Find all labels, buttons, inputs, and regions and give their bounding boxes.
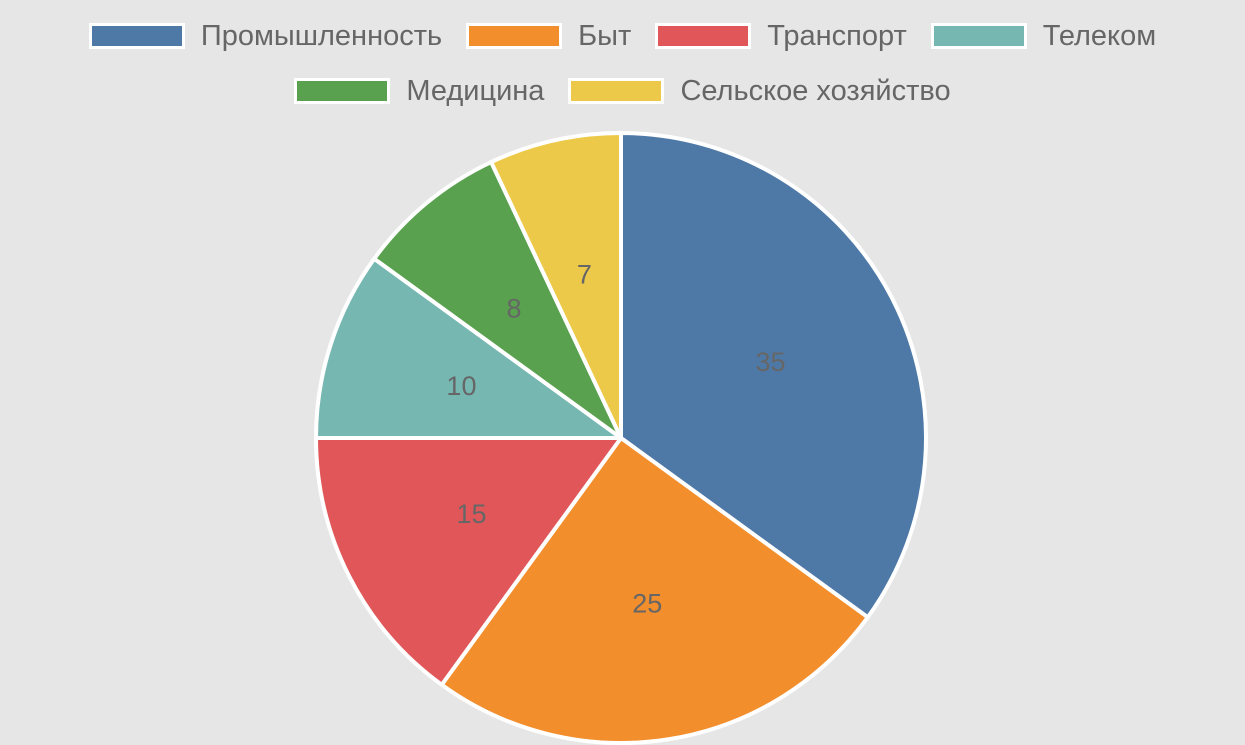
pie-slice-telecom[interactable] [314,256,623,440]
legend: Промышленность Быт Транспорт Телеком Мед… [0,14,1245,124]
legend-label-industry: Промышленность [200,19,443,52]
pie-data-label-medicine: 8 [507,294,522,324]
legend-swatch-household [466,23,563,49]
pie-slice-medicine[interactable] [372,160,623,440]
legend-item-medicine[interactable]: Медицина [294,75,544,108]
pie-data-label-agriculture: 7 [577,259,592,289]
pie-data-label-household: 25 [632,589,662,619]
pie-slice-industry[interactable] [619,131,928,620]
legend-item-household[interactable]: Быт [466,20,631,53]
legend-label-household: Быт [578,19,632,52]
legend-swatch-agriculture [568,78,665,104]
pie-data-label-telecom: 10 [446,371,476,401]
pie-slice-agriculture[interactable] [489,131,623,440]
legend-row-2: Медицина Сельское хозяйство [0,69,1245,113]
pie-data-label-industry: 35 [755,347,785,377]
legend-item-agriculture[interactable]: Сельское хозяйство [568,74,951,108]
legend-label-transport: Транспорт [767,19,907,52]
pie-data-label-transport: 15 [457,499,487,529]
legend-swatch-transport [655,23,752,49]
legend-label-telecom: Телеком [1042,19,1157,52]
pie-slice-transport[interactable] [314,436,623,687]
legend-row-1: Промышленность Быт Транспорт Телеком [0,14,1245,58]
legend-item-industry[interactable]: Промышленность [88,19,443,53]
legend-label-medicine: Медицина [406,74,545,107]
legend-item-transport[interactable]: Транспорт [655,19,907,53]
legend-swatch-medicine [294,78,391,104]
legend-swatch-telecom [930,23,1027,49]
pie-slice-household[interactable] [439,436,870,745]
legend-label-agriculture: Сельское хозяйство [680,74,951,107]
legend-item-telecom[interactable]: Телеком [930,19,1157,53]
legend-swatch-industry [88,23,185,49]
